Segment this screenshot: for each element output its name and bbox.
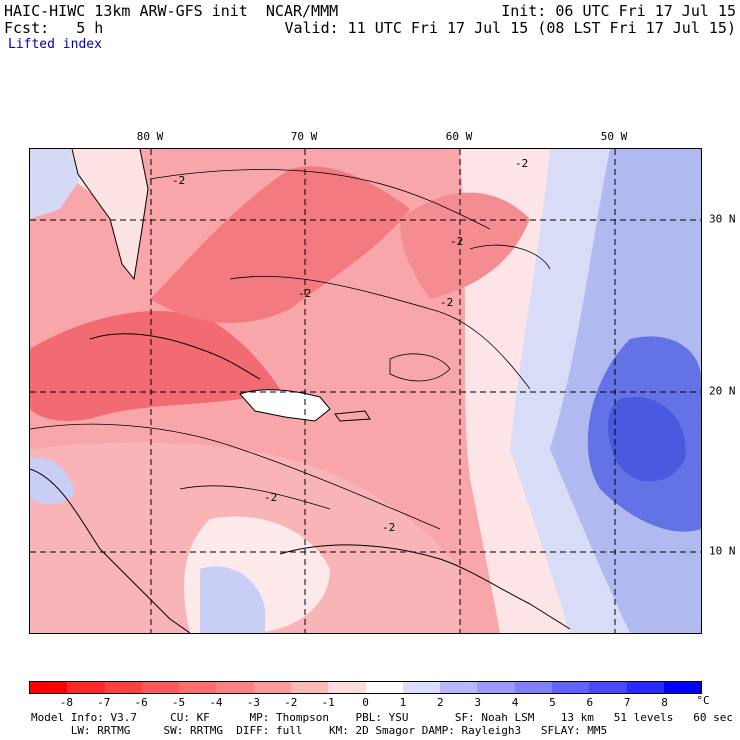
colorbar-tick-label: -8 bbox=[59, 696, 73, 709]
colorbar-tick-label: -6 bbox=[134, 696, 148, 709]
lon-label-70w: 70 W bbox=[290, 130, 318, 143]
colorbar-tick-label: 5 bbox=[549, 696, 556, 709]
model-info-line1: Model Info: V3.7 CU: KF MP: Thompson PBL… bbox=[31, 711, 733, 724]
contour-label: -2 bbox=[298, 287, 311, 300]
contour-lines bbox=[30, 169, 551, 530]
colorbar-swatch bbox=[514, 682, 552, 693]
contour-label: -2 bbox=[440, 296, 453, 309]
colorbar-swatch bbox=[328, 682, 366, 693]
colorbar-swatch bbox=[30, 682, 68, 693]
colorbar-tick-label: 0 bbox=[362, 696, 369, 709]
colorbar-swatch bbox=[477, 682, 515, 693]
field-name: Lifted index bbox=[8, 37, 102, 52]
lat-label-20n: 20 N bbox=[709, 384, 736, 398]
colorbar-tick-label: -4 bbox=[209, 696, 223, 709]
lon-label-50w: 50 W bbox=[600, 130, 628, 143]
lat-label-30n: 30 N bbox=[709, 212, 736, 226]
colorbar-swatch bbox=[402, 682, 441, 693]
colorbar-tick-label: 1 bbox=[399, 696, 407, 709]
colorbar-tick-label: 8 bbox=[661, 696, 668, 709]
colorbar-unit: °C bbox=[696, 694, 710, 707]
unstable-core-north bbox=[150, 166, 410, 323]
lon-label-80w: 80 W bbox=[136, 130, 164, 143]
colorbar-swatch bbox=[365, 682, 403, 693]
model-info-line2: LW: RRTMG SW: RRTMG DIFF: full KM: 2D Sm… bbox=[31, 724, 608, 737]
lat-lon-grid bbox=[30, 149, 701, 633]
colorbar-swatch bbox=[663, 682, 702, 693]
colorbar-tick-label: -2 bbox=[284, 696, 298, 709]
florida-land bbox=[70, 149, 148, 279]
stable-patch-southwest bbox=[30, 458, 75, 504]
colorbar-tick-label: 7 bbox=[623, 696, 631, 709]
colorbar-tick-label: -3 bbox=[246, 696, 260, 709]
contour-label: -2 bbox=[515, 157, 528, 170]
map-canvas: -2 -2 -2 -2 -2 -2 -2 bbox=[30, 149, 701, 633]
colorbar-swatch bbox=[626, 682, 664, 693]
unstable-northeast bbox=[400, 192, 530, 299]
init-time: Init: 06 UTC Fri 17 Jul 15 bbox=[501, 2, 736, 20]
stable-patch-south bbox=[200, 566, 265, 633]
hispaniola-land bbox=[240, 389, 330, 421]
colorbar-tick-label: 6 bbox=[586, 696, 594, 709]
colorbar-swatch bbox=[440, 682, 478, 693]
colorbar-tick-label: -1 bbox=[321, 696, 335, 709]
colorbar-swatch bbox=[551, 682, 590, 693]
colorbar-swatch bbox=[141, 682, 180, 693]
colorbar-swatch bbox=[67, 682, 105, 693]
contour-label: -2 bbox=[172, 174, 185, 187]
forecast-hour: Fcst: 5 h bbox=[4, 19, 104, 37]
florida-stable bbox=[30, 149, 80, 219]
colorbar bbox=[29, 681, 702, 694]
lifted-index-map: -2 -2 -2 -2 -2 -2 -2 bbox=[29, 148, 702, 634]
colorbar-swatch bbox=[104, 682, 142, 693]
contour-label: -2 bbox=[450, 235, 463, 248]
colorbar-swatch bbox=[216, 682, 254, 693]
contour-label: -2 bbox=[382, 521, 395, 534]
lon-label-60w: 60 W bbox=[445, 130, 473, 143]
model-title: HAIC-HIWC 13km ARW-GFS init NCAR/MMM bbox=[4, 2, 339, 20]
stable-region-core bbox=[608, 397, 686, 482]
lat-label-10n: 10 N bbox=[709, 544, 736, 558]
colorbar-tick-label: -7 bbox=[97, 696, 111, 709]
colorbar-swatch bbox=[253, 682, 291, 693]
colorbar-tick-label: 2 bbox=[436, 696, 444, 709]
colorbar-tick-label: 4 bbox=[511, 696, 519, 709]
colorbar-swatch bbox=[179, 682, 217, 693]
contour-label: -2 bbox=[264, 491, 277, 504]
valid-time: Valid: 11 UTC Fri 17 Jul 15 (08 LST Fri … bbox=[284, 19, 736, 37]
colorbar-tick-label: 3 bbox=[474, 696, 481, 709]
colorbar-tick-label: -5 bbox=[171, 696, 186, 709]
colorbar-swatch bbox=[290, 682, 329, 693]
colorbar-swatch bbox=[589, 682, 627, 693]
